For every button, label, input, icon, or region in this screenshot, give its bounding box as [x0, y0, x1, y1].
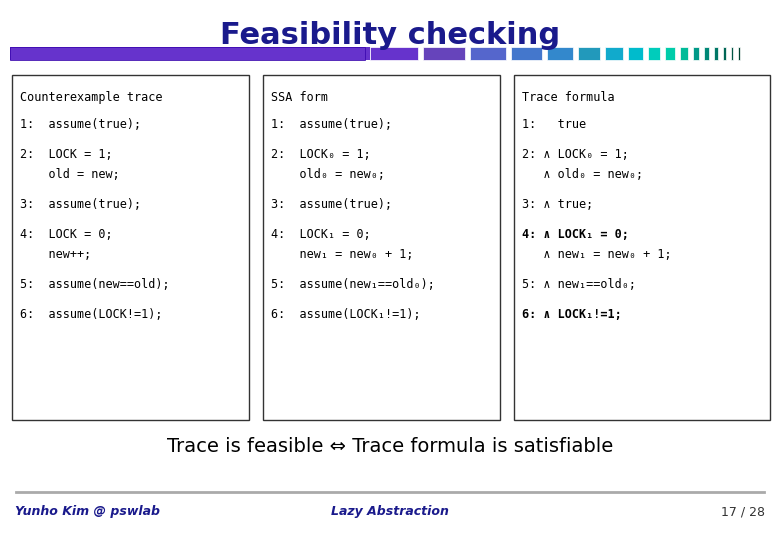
- Bar: [731, 47, 733, 60]
- Text: 3: ∧ true;: 3: ∧ true;: [522, 198, 594, 211]
- Text: old = new;: old = new;: [20, 168, 120, 181]
- FancyBboxPatch shape: [10, 47, 370, 60]
- Text: Yunho Kim @ pswlab: Yunho Kim @ pswlab: [15, 505, 160, 518]
- Bar: [648, 47, 660, 60]
- Text: 5: ∧ new₁==old₀;: 5: ∧ new₁==old₀;: [522, 278, 636, 291]
- Text: 4: ∧ LOCK₁ = 0;: 4: ∧ LOCK₁ = 0;: [522, 228, 629, 241]
- Text: ∧ new₁ = new₀ + 1;: ∧ new₁ = new₀ + 1;: [522, 248, 672, 261]
- Bar: [665, 47, 675, 60]
- Text: 6:  assume(LOCK!=1);: 6: assume(LOCK!=1);: [20, 308, 162, 321]
- Text: 2: ∧ LOCK₀ = 1;: 2: ∧ LOCK₀ = 1;: [522, 148, 629, 161]
- Text: new++;: new++;: [20, 248, 91, 261]
- Bar: [605, 47, 623, 60]
- FancyBboxPatch shape: [12, 75, 249, 420]
- Text: 6:  assume(LOCK₁!=1);: 6: assume(LOCK₁!=1);: [271, 308, 420, 321]
- Text: Lazy Abstraction: Lazy Abstraction: [331, 505, 449, 518]
- Bar: [714, 47, 718, 60]
- Bar: [578, 47, 600, 60]
- Text: ∧ old₀ = new₀;: ∧ old₀ = new₀;: [522, 168, 644, 181]
- Text: Feasibility checking: Feasibility checking: [220, 21, 560, 50]
- Text: 2:  LOCK₀ = 1;: 2: LOCK₀ = 1;: [271, 148, 370, 161]
- Text: 1:   true: 1: true: [522, 118, 586, 131]
- Text: 3:  assume(true);: 3: assume(true);: [20, 198, 141, 211]
- Text: 5:  assume(new==old);: 5: assume(new==old);: [20, 278, 169, 291]
- Text: 5:  assume(new₁==old₀);: 5: assume(new₁==old₀);: [271, 278, 435, 291]
- Bar: [738, 47, 740, 60]
- Text: 4:  LOCK₁ = 0;: 4: LOCK₁ = 0;: [271, 228, 370, 241]
- Text: SSA form: SSA form: [271, 91, 328, 104]
- Text: Counterexample trace: Counterexample trace: [20, 91, 162, 104]
- Bar: [370, 47, 418, 60]
- Bar: [511, 47, 542, 60]
- Text: 1:  assume(true);: 1: assume(true);: [271, 118, 392, 131]
- Bar: [628, 47, 643, 60]
- Bar: [723, 47, 726, 60]
- Bar: [693, 47, 699, 60]
- Bar: [10, 47, 365, 60]
- Text: 6: ∧ LOCK₁!=1;: 6: ∧ LOCK₁!=1;: [522, 308, 622, 321]
- Text: 17 / 28: 17 / 28: [721, 505, 765, 518]
- Text: 2:  LOCK = 1;: 2: LOCK = 1;: [20, 148, 112, 161]
- FancyBboxPatch shape: [263, 75, 500, 420]
- Text: Trace is feasible ⇔ Trace formula is satisfiable: Trace is feasible ⇔ Trace formula is sat…: [167, 437, 613, 456]
- Text: 4:  LOCK = 0;: 4: LOCK = 0;: [20, 228, 112, 241]
- Text: 3:  assume(true);: 3: assume(true);: [271, 198, 392, 211]
- FancyBboxPatch shape: [514, 75, 770, 420]
- Text: Trace formula: Trace formula: [522, 91, 615, 104]
- Bar: [547, 47, 573, 60]
- Bar: [680, 47, 688, 60]
- Text: 1:  assume(true);: 1: assume(true);: [20, 118, 141, 131]
- Text: new₁ = new₀ + 1;: new₁ = new₀ + 1;: [271, 248, 413, 261]
- Bar: [470, 47, 506, 60]
- Text: old₀ = new₀;: old₀ = new₀;: [271, 168, 385, 181]
- Bar: [704, 47, 709, 60]
- Bar: [423, 47, 465, 60]
